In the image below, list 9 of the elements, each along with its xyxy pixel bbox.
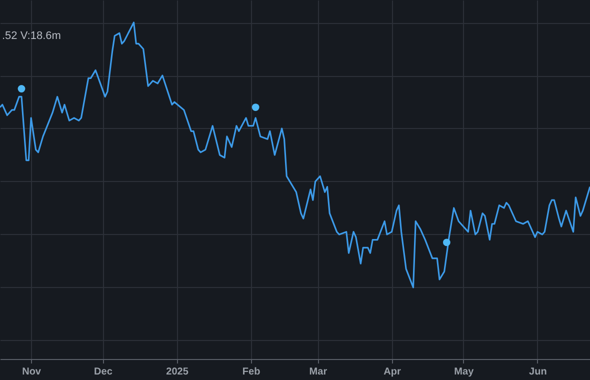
x-tick-label: Dec <box>94 366 113 378</box>
x-tick-label: 2025 <box>166 366 189 378</box>
x-tick-label: Feb <box>242 366 260 378</box>
x-tick-label: Jun <box>529 366 547 378</box>
x-tick-label: May <box>454 366 474 378</box>
x-tick-label: Mar <box>309 366 328 378</box>
annotation: .52 V:18.6m <box>2 30 61 42</box>
x-tick-label: Apr <box>384 366 401 378</box>
x-tick-label: Nov <box>22 366 42 378</box>
